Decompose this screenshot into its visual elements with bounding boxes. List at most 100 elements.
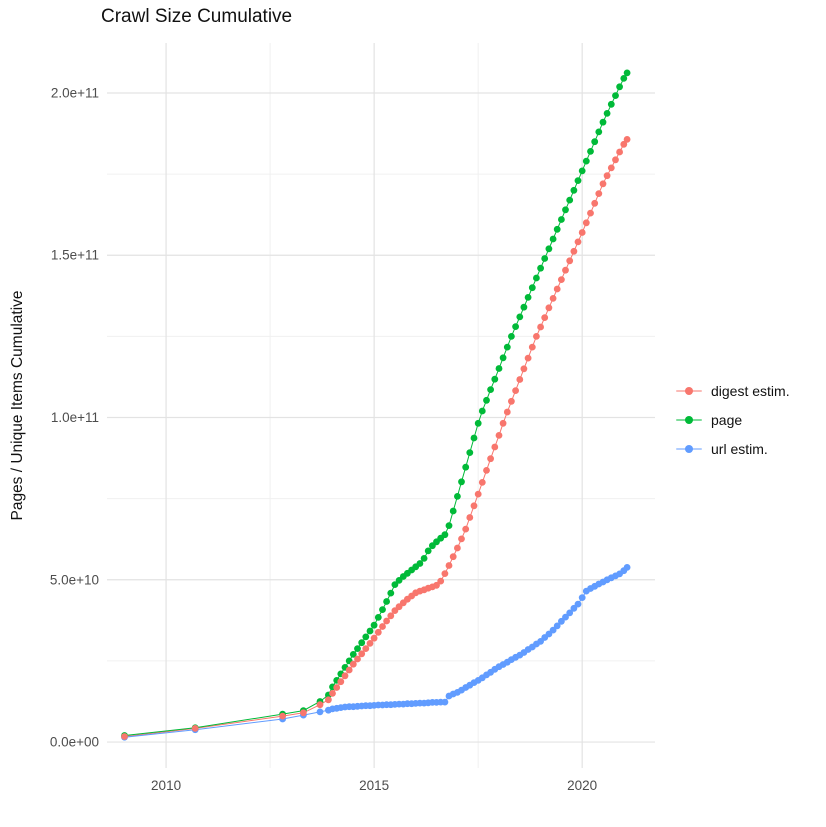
series-line-digest-estim- xyxy=(124,139,628,737)
data-point-page xyxy=(391,581,399,588)
data-point-digest-estim- xyxy=(121,733,128,740)
data-point-page xyxy=(449,507,457,515)
legend-label: url estim. xyxy=(711,441,768,457)
data-point-page xyxy=(603,110,611,117)
data-point-url-estim- xyxy=(562,613,569,621)
data-point-page xyxy=(612,92,619,99)
data-point-digest-estim- xyxy=(478,479,486,486)
data-point-page xyxy=(520,303,528,311)
data-point-digest-estim- xyxy=(487,455,494,463)
data-point-digest-estim- xyxy=(503,408,511,416)
data-point-page xyxy=(616,83,623,91)
data-point-digest-estim- xyxy=(566,257,574,265)
legend: digest estim. page url estim. xyxy=(676,383,790,470)
data-point-page xyxy=(416,560,424,567)
data-point-digest-estim- xyxy=(349,660,357,668)
data-point-digest-estim- xyxy=(191,725,199,732)
data-point-digest-estim- xyxy=(279,712,286,720)
data-point-page xyxy=(541,255,549,262)
legend-item-digest-estim: digest estim. xyxy=(676,383,790,399)
data-point-digest-estim- xyxy=(603,172,611,180)
data-point-page xyxy=(578,167,586,175)
data-point-digest-estim- xyxy=(516,376,524,383)
data-point-digest-estim- xyxy=(524,354,532,362)
data-point-digest-estim- xyxy=(474,490,482,498)
data-point-page xyxy=(553,225,561,233)
data-point-page xyxy=(499,354,507,362)
legend-label: digest estim. xyxy=(711,383,790,399)
data-point-page xyxy=(454,493,461,500)
data-point-digest-estim- xyxy=(316,701,324,709)
legend-label: page xyxy=(711,412,743,428)
y-tick-label: 2.0e+11 xyxy=(51,85,99,100)
data-point-url-estim- xyxy=(558,617,565,625)
data-point-page xyxy=(379,606,386,613)
data-point-digest-estim- xyxy=(595,190,603,198)
data-point-url-estim- xyxy=(441,698,449,706)
data-point-url-estim- xyxy=(570,604,578,612)
data-point-page xyxy=(441,531,449,539)
legend-key-dot-icon xyxy=(685,445,693,453)
data-point-page xyxy=(591,138,599,146)
data-point-page xyxy=(487,386,494,393)
data-point-digest-estim- xyxy=(533,333,540,340)
data-point-page xyxy=(570,186,578,194)
data-point-page xyxy=(445,522,453,529)
data-point-page xyxy=(503,343,511,351)
data-point-digest-estim- xyxy=(537,323,544,331)
data-point-digest-estim- xyxy=(541,314,549,321)
data-point-url-estim- xyxy=(316,708,324,716)
data-point-digest-estim- xyxy=(374,628,382,636)
chart-title: Crawl Size Cumulative xyxy=(101,6,293,27)
legend-key-dot-icon xyxy=(685,416,693,424)
legend-key xyxy=(676,412,702,428)
data-point-page xyxy=(574,177,582,185)
data-point-page xyxy=(462,463,470,471)
data-point-url-estim- xyxy=(549,626,557,634)
data-point-page xyxy=(458,478,465,486)
data-point-page xyxy=(558,216,565,223)
data-point-digest-estim- xyxy=(553,285,561,293)
x-tick-label: 2015 xyxy=(359,778,389,793)
data-point-page xyxy=(549,235,557,243)
legend-key-dot-icon xyxy=(685,387,693,395)
data-point-url-estim- xyxy=(574,600,582,608)
data-point-digest-estim- xyxy=(337,678,345,686)
data-point-page xyxy=(466,449,474,456)
data-point-digest-estim- xyxy=(508,397,515,405)
data-point-digest-estim- xyxy=(329,690,336,697)
data-point-page xyxy=(358,639,366,647)
data-point-page xyxy=(587,148,594,155)
data-point-page xyxy=(470,434,478,442)
data-point-digest-estim- xyxy=(499,419,507,427)
data-point-page xyxy=(424,547,432,555)
data-point-page xyxy=(623,69,631,77)
x-tick-label: 2010 xyxy=(151,778,181,793)
data-point-url-estim- xyxy=(578,594,586,601)
data-point-page xyxy=(474,419,482,427)
data-point-digest-estim- xyxy=(483,467,490,474)
data-point-page xyxy=(607,100,615,108)
data-point-page xyxy=(478,407,486,415)
x-tick-label: 2020 xyxy=(567,778,597,793)
data-point-digest-estim- xyxy=(570,247,578,255)
data-point-digest-estim- xyxy=(612,156,619,164)
data-point-digest-estim- xyxy=(379,623,386,630)
data-point-page xyxy=(533,274,540,282)
data-point-digest-estim- xyxy=(441,570,449,577)
data-point-page xyxy=(508,333,515,340)
data-point-url-estim- xyxy=(553,622,561,630)
data-point-digest-estim- xyxy=(607,164,615,172)
data-point-page xyxy=(537,264,544,272)
data-point-digest-estim- xyxy=(591,199,599,207)
legend-item-url-estim: url estim. xyxy=(676,441,790,457)
data-point-digest-estim- xyxy=(491,443,499,451)
data-point-digest-estim- xyxy=(582,219,590,227)
data-point-digest-estim- xyxy=(341,672,349,680)
data-point-digest-estim- xyxy=(345,666,353,674)
data-point-digest-estim- xyxy=(362,645,370,652)
data-point-page xyxy=(374,614,382,621)
data-point-page xyxy=(370,621,378,629)
y-axis-title: Pages / Unique Items Cumulative xyxy=(9,290,26,520)
